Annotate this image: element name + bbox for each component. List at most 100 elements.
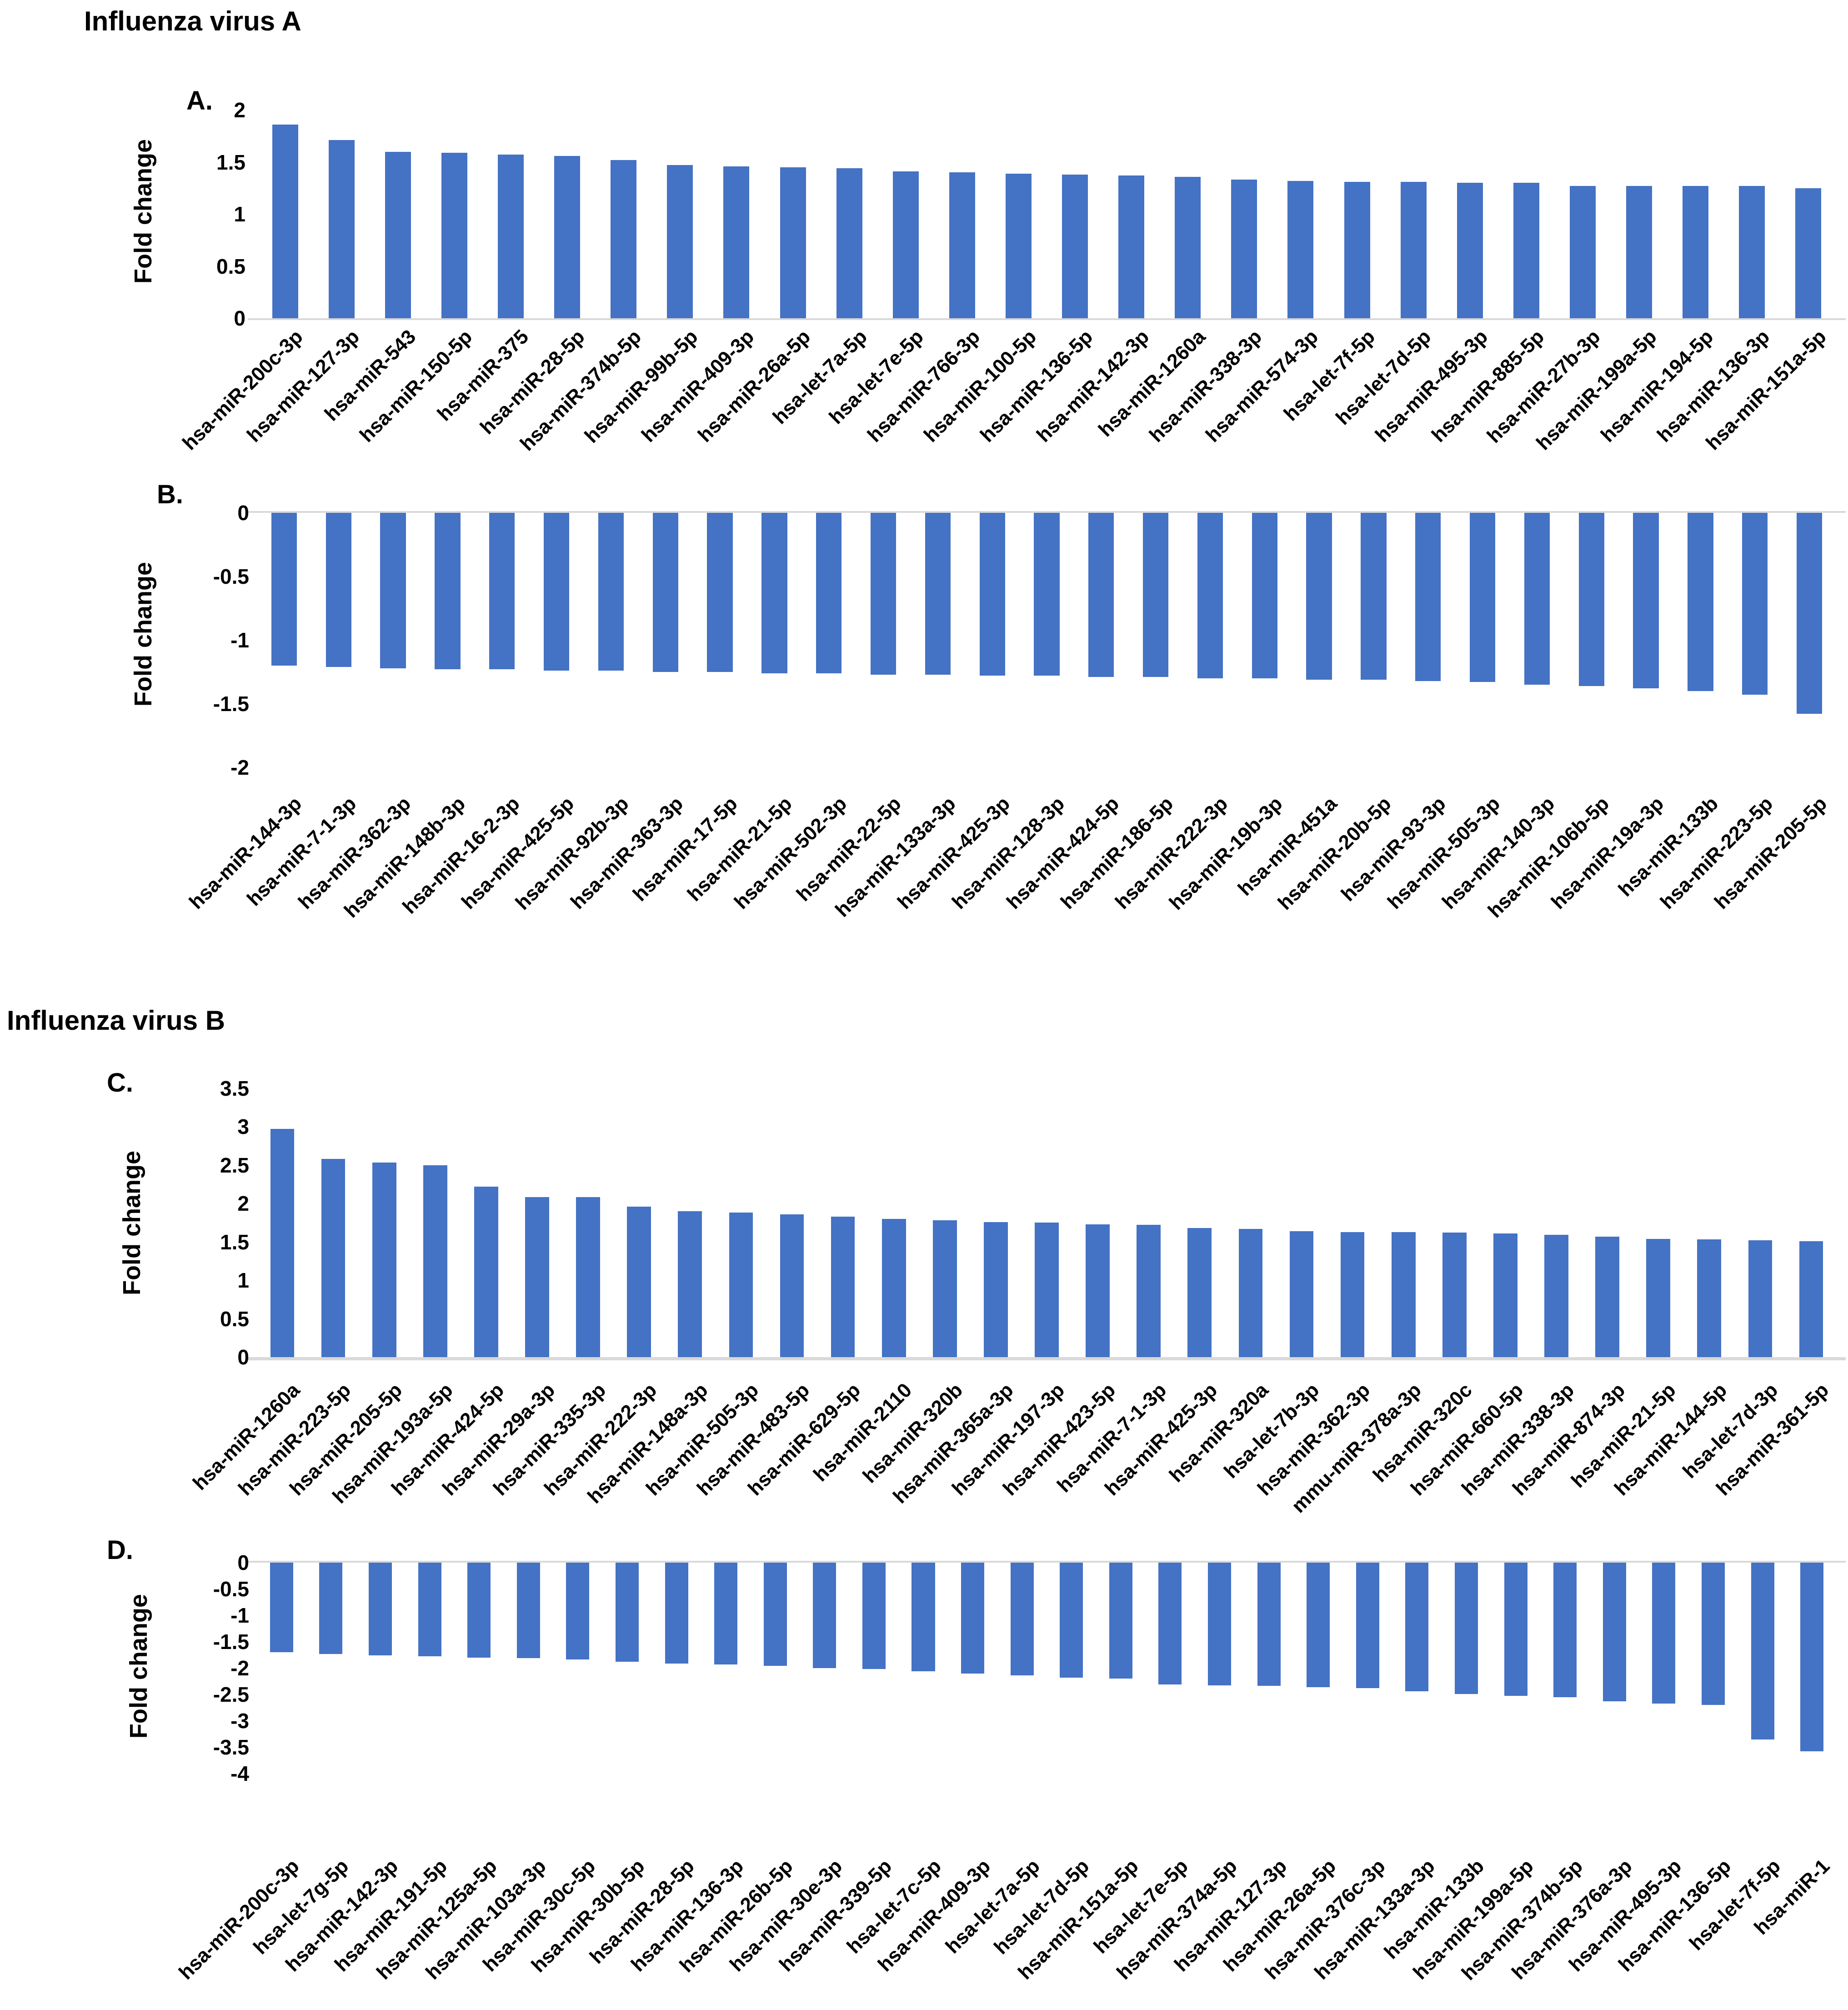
y-tick-label: 0	[237, 1345, 249, 1369]
category-label: hsa-miR-451a	[1233, 792, 1342, 900]
bar	[925, 513, 951, 675]
bar	[1231, 180, 1257, 318]
bar	[1252, 513, 1277, 678]
bar	[271, 513, 297, 666]
y-tick-label: -2	[230, 756, 249, 779]
bar	[1626, 186, 1653, 318]
bar	[714, 1563, 738, 1664]
x-axis-line	[248, 1357, 1846, 1360]
bar	[1238, 1228, 1263, 1357]
panel-label-d: D.	[107, 1535, 133, 1565]
bar	[1035, 1223, 1059, 1357]
bar	[961, 1563, 985, 1674]
y-tick-label: 1.5	[220, 1230, 249, 1254]
y-tick-label: -1.5	[213, 692, 249, 716]
y-tick-label: 2	[234, 98, 245, 122]
category-label: hsa-miR-133b	[1614, 792, 1723, 901]
bar	[1603, 1563, 1626, 1702]
bar	[1415, 513, 1441, 681]
bar	[328, 140, 355, 318]
panel-label-b: B.	[157, 480, 183, 509]
bar	[1800, 1563, 1824, 1752]
bar	[435, 513, 461, 670]
bar	[1595, 1236, 1619, 1357]
bar	[1340, 1232, 1365, 1357]
bar	[949, 172, 975, 318]
y-axis-title-b: Fold change	[130, 561, 157, 707]
bar	[813, 1563, 836, 1668]
y-tick-label: -0.5	[213, 1577, 249, 1601]
bar	[780, 1214, 804, 1357]
bar	[1455, 1563, 1478, 1694]
bar	[372, 1163, 396, 1357]
bar	[1646, 1238, 1670, 1357]
bar	[667, 165, 693, 318]
y-tick-label: 3	[237, 1115, 249, 1138]
bar	[1060, 1563, 1083, 1678]
bar	[270, 1129, 295, 1357]
bar	[1652, 1563, 1676, 1704]
bar	[1795, 188, 1822, 318]
y-tick-label: 3.5	[220, 1076, 249, 1100]
bar	[723, 166, 750, 318]
x-axis-line	[248, 318, 1846, 320]
bar	[1010, 1563, 1034, 1676]
bar	[1799, 1241, 1823, 1357]
panel-label-a: A.	[186, 86, 213, 115]
bar	[319, 1563, 343, 1654]
bar	[270, 1563, 293, 1653]
bar	[554, 155, 581, 318]
bar	[836, 168, 862, 318]
bar	[1504, 1563, 1527, 1696]
bar	[1457, 183, 1483, 318]
bar	[881, 1218, 906, 1357]
y-tick-label: 1	[234, 202, 245, 226]
bar	[816, 513, 842, 673]
bar	[1306, 513, 1332, 680]
bar	[979, 513, 1005, 676]
bar	[1137, 1225, 1161, 1357]
y-tick-label: -2	[230, 1656, 249, 1680]
bar	[1142, 513, 1169, 677]
bar	[576, 1197, 600, 1357]
bar	[326, 513, 351, 667]
bar	[1697, 1239, 1722, 1357]
bar	[627, 1206, 651, 1357]
bar	[1289, 1231, 1314, 1357]
y-tick-label: 0.5	[220, 1307, 249, 1331]
bar	[761, 513, 787, 673]
bar	[1683, 186, 1709, 318]
bar	[1578, 513, 1604, 686]
bar	[1796, 513, 1823, 714]
y-tick-label: 0	[237, 501, 249, 525]
y-tick-label: -1	[230, 628, 249, 652]
bar	[525, 1197, 549, 1357]
bar	[441, 152, 467, 318]
bar	[474, 1186, 498, 1357]
bar	[418, 1563, 441, 1657]
bar	[1197, 513, 1223, 678]
bar	[423, 1165, 447, 1357]
bar	[516, 1563, 540, 1658]
y-tick-label: 1.5	[216, 150, 245, 174]
y-tick-label: -1	[230, 1604, 249, 1627]
y-tick-label: 2	[237, 1192, 249, 1215]
y-axis-title-a: Fold change	[130, 139, 157, 284]
bar	[1748, 1240, 1773, 1357]
bar	[1158, 1563, 1182, 1684]
bar	[678, 1211, 702, 1357]
y-axis-title-d: Fold change	[125, 1594, 152, 1739]
bar	[911, 1563, 935, 1671]
y-tick-label: -2.5	[213, 1683, 249, 1706]
bar	[1513, 183, 1539, 318]
bar	[1469, 513, 1496, 682]
bar	[1118, 175, 1145, 318]
y-tick-label: -3.5	[213, 1735, 249, 1759]
bar	[1524, 513, 1550, 685]
bar	[1208, 1563, 1232, 1686]
bar	[467, 1563, 491, 1658]
bar	[1633, 513, 1659, 689]
bar	[1088, 513, 1114, 677]
bar	[598, 513, 624, 671]
bar	[1187, 1228, 1212, 1357]
